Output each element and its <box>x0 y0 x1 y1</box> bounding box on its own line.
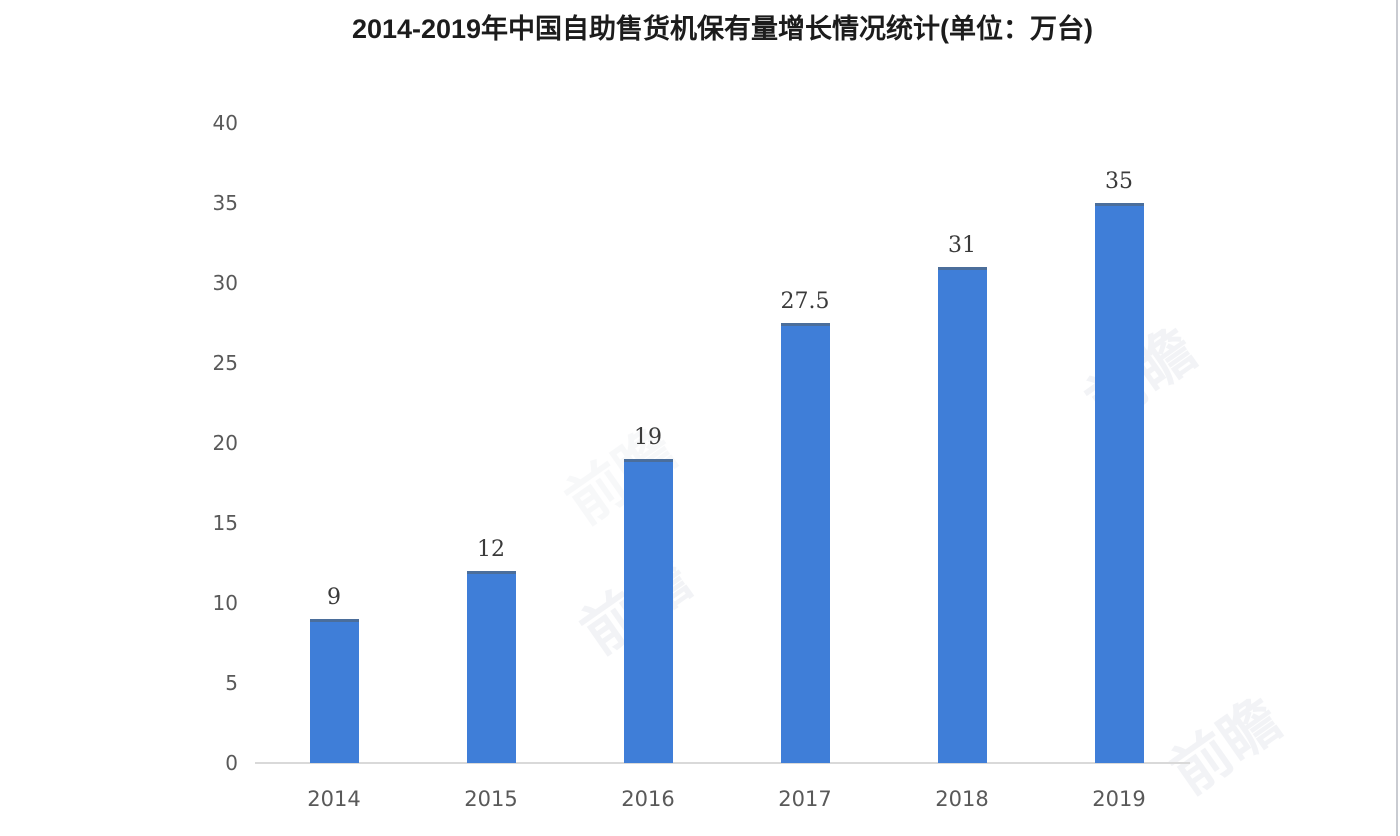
bar-value-label: 12 <box>477 537 505 562</box>
y-axis-tick-label: 15 <box>212 511 238 535</box>
bar-2019 <box>1095 203 1144 763</box>
x-axis-tick-label: 2019 <box>1092 787 1146 811</box>
bar-2014 <box>310 619 359 763</box>
x-axis-tick-label: 2015 <box>464 787 518 811</box>
x-axis-tick-label: 2014 <box>307 787 361 811</box>
y-axis-tick-label: 0 <box>225 751 238 775</box>
y-axis-tick-label: 25 <box>212 351 238 375</box>
bar-value-label: 19 <box>634 425 662 450</box>
bar-2016 <box>624 459 673 763</box>
bar-value-label: 27.5 <box>780 289 830 314</box>
bar-value-label: 35 <box>1105 169 1133 194</box>
bar-value-label: 9 <box>327 585 341 610</box>
y-axis-tick-label: 35 <box>212 191 238 215</box>
y-axis-tick-label: 10 <box>212 591 238 615</box>
chart-title: 2014-2019年中国自助售货机保有量增长情况统计(单位：万台) <box>351 14 1094 44</box>
bar-2015 <box>467 571 516 763</box>
right-edge-divider <box>1396 0 1398 836</box>
bar-2017 <box>781 323 830 763</box>
x-axis-tick-label: 2017 <box>778 787 832 811</box>
y-axis-tick-label: 5 <box>225 671 238 695</box>
y-axis-tick-label: 20 <box>212 431 238 455</box>
y-axis-tick-label: 40 <box>212 111 238 135</box>
x-axis-tick-label: 2016 <box>621 787 675 811</box>
x-axis-tick-label: 2018 <box>935 787 989 811</box>
x-axis-line <box>255 762 1190 764</box>
y-axis-tick-label: 30 <box>212 271 238 295</box>
bar-value-label: 31 <box>948 233 976 258</box>
bar-2018 <box>938 267 987 763</box>
